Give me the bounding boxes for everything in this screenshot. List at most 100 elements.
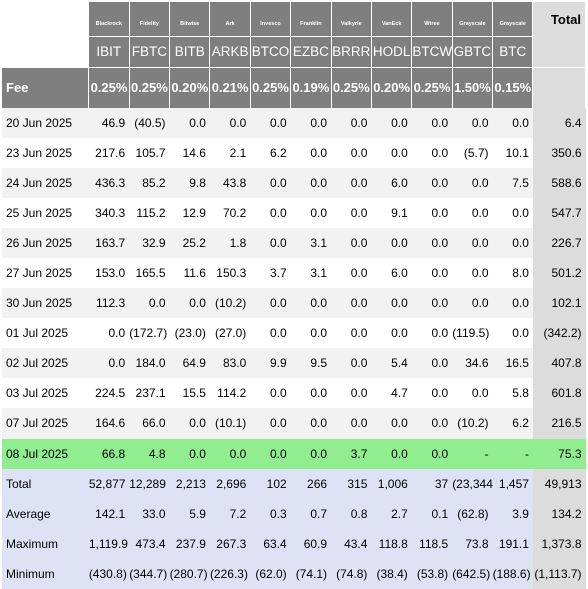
row-date: 20 Jun 2025 — [2, 107, 89, 138]
flow-cell: 105.7 — [129, 137, 170, 168]
provider-label: Ark — [209, 2, 251, 36]
flow-cell: 0.0 — [411, 137, 453, 168]
summary-cell: 52,877 — [88, 468, 130, 499]
flow-cell: 0.0 — [371, 408, 412, 439]
flow-cell: 0.0 — [411, 438, 453, 469]
ticker-label: HODL — [371, 35, 413, 67]
flow-cell: 46.9 — [88, 107, 130, 138]
flow-cell: 0.0 — [411, 197, 453, 228]
provider-label: Invesco — [250, 2, 292, 36]
flow-cell: 66.8 — [88, 438, 130, 469]
summary-label: Total — [2, 468, 89, 499]
flow-cell: 64.9 — [169, 348, 210, 379]
ticker-label: EZBC — [290, 35, 332, 67]
summary-cell: 0.7 — [290, 498, 332, 529]
flow-cell: 9.9 — [250, 348, 291, 379]
flow-cell: 0.0 — [411, 257, 453, 289]
flow-cell: 70.2 — [209, 197, 251, 228]
flow-cell: (10.2) — [452, 408, 493, 439]
flow-cell: 0.0 — [452, 167, 493, 198]
row-date: 27 Jun 2025 — [2, 257, 89, 289]
flow-cell: 150.3 — [209, 257, 251, 289]
flow-cell: 3.7 — [331, 438, 372, 469]
summary-cell: 60.9 — [290, 528, 332, 559]
flow-cell: 184.0 — [129, 348, 170, 379]
flow-cell: 14.6 — [169, 137, 210, 168]
summary-cell: 63.4 — [250, 528, 291, 559]
flow-cell: 0.0 — [250, 318, 291, 349]
flow-cell: 0.0 — [331, 288, 372, 319]
flow-cell: 340.3 — [88, 197, 130, 228]
ticker-label: GBTC — [452, 35, 494, 67]
flow-cell: 0.0 — [452, 288, 493, 319]
fee-total-cell — [532, 66, 586, 108]
flow-cell: (40.5) — [129, 107, 170, 138]
table-row: 20 Jun 2025 46.9 (40.5) 0.0 0.0 0.0 0.0 0.0 0.0 0… — [2, 107, 586, 138]
summary-cell: 0.3 — [250, 498, 291, 529]
flow-cell: 153.0 — [88, 257, 130, 289]
flow-cell: 0.0 — [452, 107, 493, 138]
provider-label: Grayscale — [452, 2, 494, 36]
flow-cell: 0.0 — [290, 318, 332, 349]
flow-cell: 0.0 — [411, 408, 453, 439]
flow-cell: 0.0 — [88, 318, 130, 349]
row-date: 01 Jul 2025 — [2, 318, 89, 349]
summary-cell: 2.7 — [371, 498, 412, 529]
summary-cell: 102 — [250, 468, 291, 499]
flow-cell: 0.0 — [290, 438, 332, 469]
summary-cell: (62.0) — [250, 558, 291, 589]
provider-label: Grayscale — [492, 2, 534, 36]
summary-cell: 37 — [411, 468, 453, 499]
flow-cell: 0.0 — [290, 137, 332, 168]
flow-cell: 0.0 — [169, 107, 210, 138]
flow-cell: 3.1 — [290, 257, 332, 289]
row-total: 226.7 — [532, 227, 586, 258]
summary-cell: 118.5 — [411, 528, 453, 559]
provider-label: VanEck — [371, 2, 413, 36]
table-row: 08 Jul 2025 66.8 4.8 0.0 0.0 0.0 0.0 3.7 0.0 0.0-… — [2, 438, 586, 469]
flow-cell: 164.6 — [88, 408, 130, 439]
row-total: 547.7 — [532, 197, 586, 228]
flow-cell: (5.7) — [452, 137, 493, 168]
row-date: 07 Jul 2025 — [2, 408, 89, 439]
flow-cell: 0.0 — [371, 438, 412, 469]
row-total: 407.8 — [532, 348, 586, 379]
flow-cell: 10.1 — [492, 137, 533, 168]
summary-row: Maximum 1,119.9 473.4 237.9 267.3 63.4 60.9 43.… — [2, 528, 586, 559]
summary-cell: 1,006 — [371, 468, 412, 499]
flow-cell: (10.2) — [209, 288, 251, 319]
fee-value: 0.20% — [371, 66, 413, 108]
row-date: 23 Jun 2025 — [2, 137, 89, 168]
flow-cell: 0.0 — [331, 197, 372, 228]
flow-cell: 112.3 — [88, 288, 130, 319]
table-row: 02 Jul 2025 0.0 184.0 64.9 83.0 9.9 9.5 0.0 5.4 0… — [2, 348, 586, 379]
table-row: 07 Jul 2025 164.6 66.0 0.0 (10.1) 0.0 0.0 0.0 0.… — [2, 408, 586, 439]
flow-cell: 85.2 — [129, 167, 170, 198]
fee-value: 0.25% — [129, 66, 171, 108]
ticker-header-row: IBIT FBTC BITB ARKB BTCO EZBC BRRR HODL … — [2, 35, 586, 67]
flow-cell: 0.0 — [452, 197, 493, 228]
flow-cell: 5.8 — [492, 378, 533, 409]
flow-cell: 0.0 — [492, 227, 533, 258]
row-date: 03 Jul 2025 — [2, 378, 89, 409]
summary-body: Total 52,877 12,289 2,213 2,696 102 266 315 1,00… — [2, 468, 586, 589]
flow-cell: (27.0) — [209, 318, 251, 349]
table-row: 01 Jul 2025 0.0 (172.7) (23.0) (27.0) 0.0 0.0 0… — [2, 318, 586, 349]
fee-value: 0.21% — [209, 66, 251, 108]
row-total: 102.1 — [532, 288, 586, 319]
flow-cell: 6.2 — [250, 137, 291, 168]
row-total: 601.8 — [532, 378, 586, 409]
flow-cell: (119.5) — [452, 318, 493, 349]
flow-cell: 0.0 — [290, 167, 332, 198]
table-row: 03 Jul 2025 224.5 237.1 15.5 114.2 0.0 0.0 0.0 4… — [2, 378, 586, 409]
summary-cell: 1,457 — [492, 468, 533, 499]
provider-label: Valkyrie — [331, 2, 372, 36]
ticker-label: BITB — [169, 35, 211, 67]
flow-cell: 0.0 — [411, 378, 453, 409]
fee-row: Fee 0.25% 0.25% 0.20% 0.21% 0.25% 0.19% … — [2, 66, 586, 108]
flow-cell: 25.2 — [169, 227, 210, 258]
summary-cell: 142.1 — [88, 498, 130, 529]
flow-cell: 114.2 — [209, 378, 251, 409]
summary-total: 134.2 — [532, 498, 586, 529]
provider-label: Wtree — [411, 2, 453, 36]
